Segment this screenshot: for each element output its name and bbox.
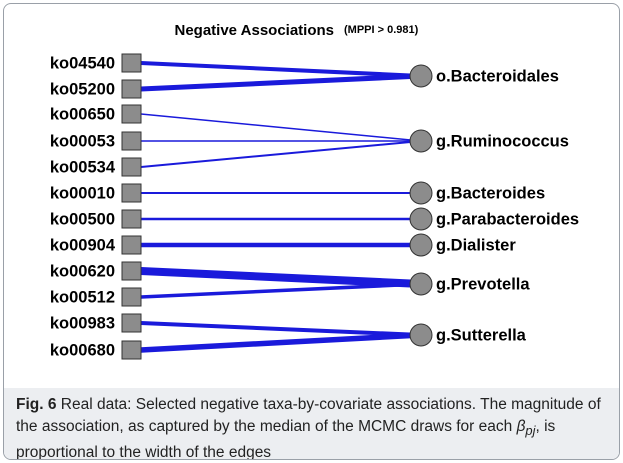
caption-subscript: pj — [525, 423, 536, 439]
left-node-label: ko00053 — [50, 132, 115, 150]
right-node-label: g.Prevotella — [436, 275, 530, 293]
left-node-label: ko00512 — [50, 288, 115, 306]
edge — [140, 332, 422, 353]
caption-text: Real data: Selected negative taxa-by-cov… — [16, 396, 601, 435]
left-node — [121, 235, 142, 255]
figure-title: Negative Associations — [175, 22, 335, 39]
right-node-label: g.Bacteroides — [436, 184, 545, 202]
right-node — [409, 129, 433, 153]
right-node — [409, 323, 433, 347]
caption-text: , is proportional to the width of the ed… — [16, 418, 556, 460]
left-node-label: ko00650 — [50, 105, 115, 123]
right-node — [409, 272, 433, 296]
right-node — [409, 181, 433, 205]
right-node-label: g.Sutterella — [436, 326, 527, 344]
left-node-label: ko04540 — [50, 54, 115, 72]
left-node — [121, 287, 142, 307]
edge — [140, 113, 422, 142]
left-node — [121, 157, 142, 177]
left-node — [121, 131, 142, 151]
left-node-label: ko00534 — [50, 158, 116, 176]
right-node-label: g.Dialister — [436, 236, 516, 254]
right-node — [409, 64, 433, 88]
left-node-label: ko00620 — [50, 262, 115, 280]
left-node — [121, 313, 142, 333]
edge — [140, 321, 422, 337]
caption: Fig. 6 Real data: Selected negative taxa… — [4, 388, 619, 459]
right-node-label: o.Bacteroidales — [436, 67, 559, 85]
left-node-label: ko00983 — [50, 314, 115, 332]
right-node — [409, 233, 433, 257]
left-node-label: ko00500 — [50, 210, 115, 228]
edge — [140, 73, 422, 92]
edges — [140, 61, 422, 353]
left-node-label: ko05200 — [50, 80, 115, 98]
left-node — [121, 209, 142, 229]
left-node-label: ko00904 — [50, 236, 116, 254]
edge — [140, 61, 422, 78]
figure: Negative Associations (MPPI > 0.981) ko0… — [3, 3, 620, 460]
right-node-label: g.Ruminococcus — [436, 132, 569, 150]
left-node — [121, 104, 142, 124]
right-node-label: g.Parabacteroides — [436, 210, 579, 228]
edge — [140, 267, 422, 288]
caption-symbol: β — [516, 418, 526, 435]
edge — [140, 282, 422, 299]
right-node — [409, 207, 433, 231]
left-node — [121, 183, 142, 203]
left-node — [121, 53, 142, 73]
caption-label: Fig. 6 — [16, 396, 57, 413]
network-diagram: Negative Associations (MPPI > 0.981) ko0… — [50, 22, 579, 360]
edge — [140, 140, 422, 168]
left-node-label: ko00010 — [50, 184, 115, 202]
left-node — [121, 79, 142, 99]
figure-subtitle: (MPPI > 0.981) — [344, 24, 419, 36]
left-node — [121, 340, 142, 360]
left-node — [121, 261, 142, 281]
left-node-label: ko00680 — [50, 341, 115, 359]
